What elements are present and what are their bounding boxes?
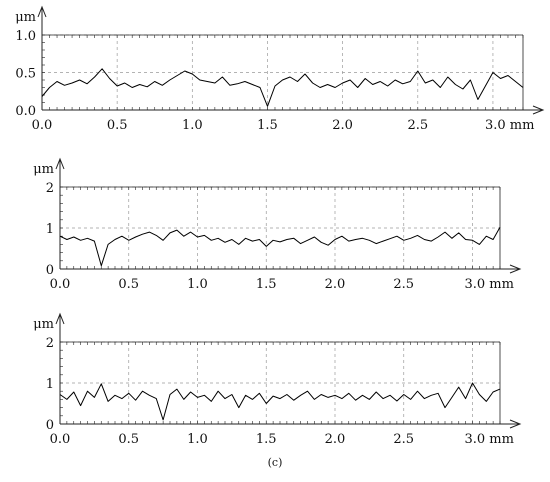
y-tick-label: 1 bbox=[46, 377, 54, 392]
y-axis-label: μm bbox=[33, 317, 54, 332]
x-tick-label: 3.0 mm bbox=[485, 118, 534, 133]
x-tick-label: 1.0 bbox=[187, 432, 208, 447]
x-axis-arrow bbox=[509, 419, 522, 429]
chart-panel-1: 0.0 0.5 1.0 μm 0.0 0.5 1.0 1.5 2.0 2.5 3.0 mm bbox=[15, 5, 545, 133]
x-tick-label: 0.0 bbox=[32, 118, 53, 133]
x-tick-label: 0.5 bbox=[118, 432, 139, 447]
y-tick-label: 0.0 bbox=[15, 104, 36, 119]
x-tick-label: 0.0 bbox=[50, 277, 71, 292]
x-tick-label: 1.5 bbox=[256, 432, 277, 447]
chart-panel-2: 0 1 2 μm 0.0 0.5 1.0 1.5 2.0 2.5 3.0 mm bbox=[33, 157, 522, 292]
x-tick-label: 0.5 bbox=[107, 118, 128, 133]
y-axis-label: μm bbox=[15, 10, 36, 25]
y-tick-label: 2 bbox=[46, 336, 54, 351]
x-tick-label: 2.5 bbox=[407, 118, 428, 133]
x-tick-label: 1.0 bbox=[182, 118, 203, 133]
x-tick-label: 0.0 bbox=[50, 432, 71, 447]
figure-caption: (c) bbox=[268, 456, 283, 469]
y-tick-label: 2 bbox=[46, 181, 54, 196]
profile-series-line bbox=[41, 68, 524, 107]
x-axis-arrow bbox=[532, 105, 545, 115]
y-tick-label: 1 bbox=[46, 222, 54, 237]
x-tick-label: 2.5 bbox=[393, 277, 414, 292]
profile-series-line bbox=[59, 382, 501, 421]
y-axis-arrow bbox=[55, 312, 65, 325]
x-tick-label: 3.0 mm bbox=[465, 277, 514, 292]
chart-panel-3: 0 1 2 μm 0.0 0.5 1.0 1.5 2.0 2.5 3.0 mm bbox=[33, 312, 522, 447]
y-axis-arrow bbox=[37, 5, 47, 18]
profile-series-line bbox=[59, 226, 501, 267]
y-tick-label: 0 bbox=[46, 263, 54, 278]
x-tick-label: 1.5 bbox=[257, 118, 278, 133]
x-tick-label: 1.5 bbox=[256, 277, 277, 292]
x-tick-label: 1.0 bbox=[187, 277, 208, 292]
x-tick-label: 2.0 bbox=[332, 118, 353, 133]
x-tick-label: 2.0 bbox=[325, 277, 346, 292]
y-tick-label: 0 bbox=[46, 418, 54, 433]
x-axis-arrow bbox=[509, 264, 522, 274]
y-tick-label: 0.5 bbox=[15, 67, 36, 82]
y-axis-arrow bbox=[55, 157, 65, 170]
y-tick-label: 1.0 bbox=[15, 29, 36, 44]
x-tick-label: 2.5 bbox=[393, 432, 414, 447]
x-tick-label: 0.5 bbox=[118, 277, 139, 292]
x-tick-label: 2.0 bbox=[325, 432, 346, 447]
x-tick-label: 3.0 mm bbox=[465, 432, 514, 447]
y-axis-label: μm bbox=[33, 162, 54, 177]
